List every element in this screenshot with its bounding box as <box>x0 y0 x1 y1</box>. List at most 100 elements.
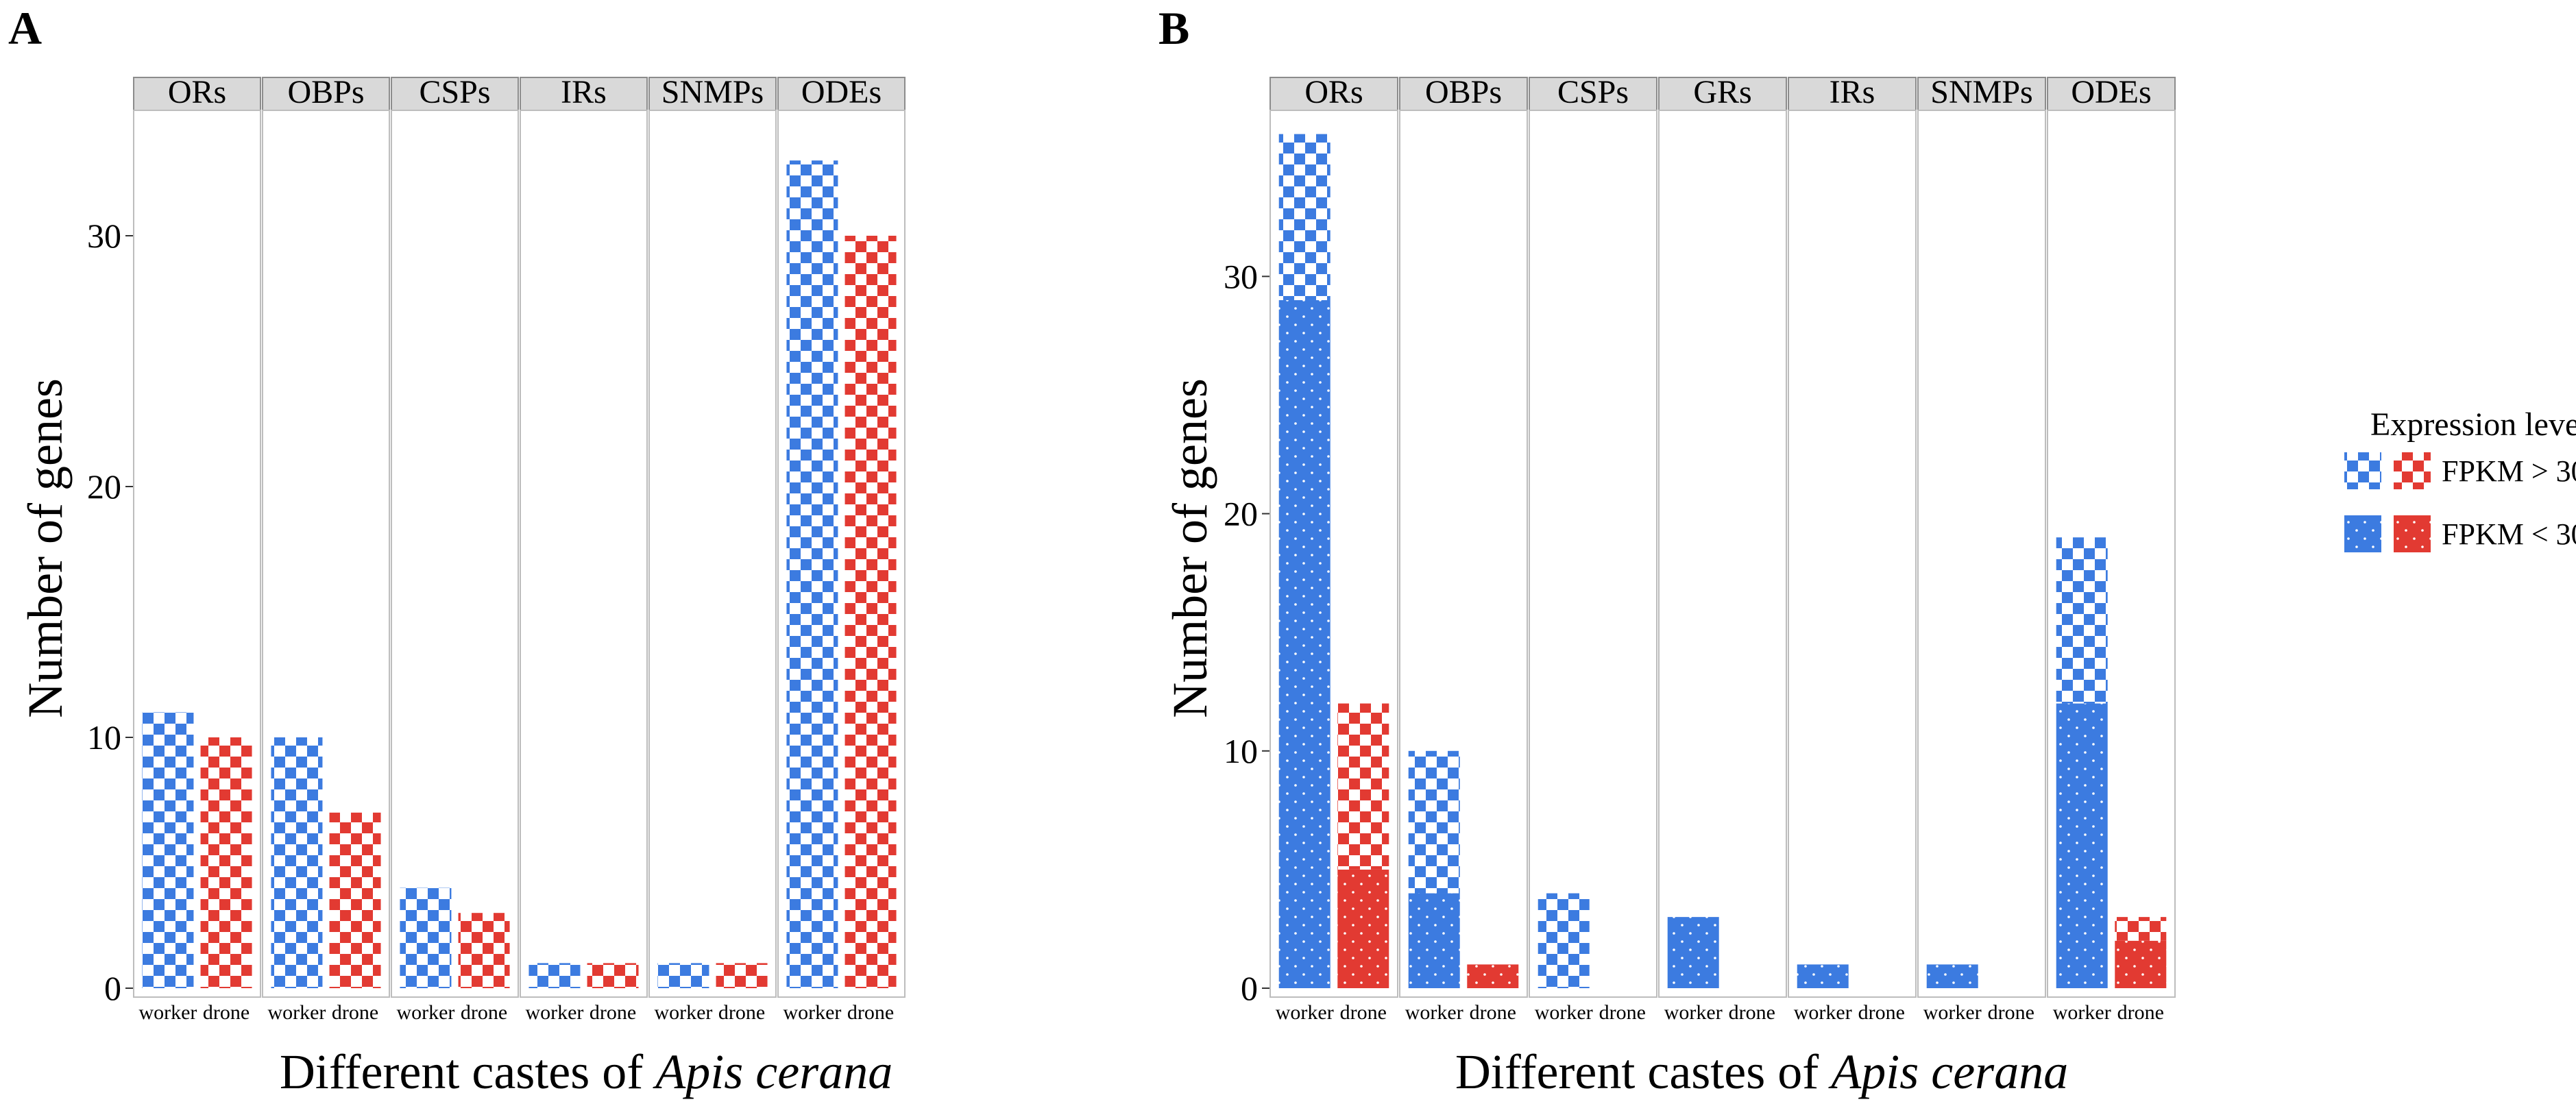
panel-a-strip-label: ODEs <box>801 74 882 110</box>
panel-a-bar-ors-worker <box>142 712 194 988</box>
panel-b-strip-label: SNMPs <box>1930 74 2032 110</box>
panel-b-category-label: worker <box>1405 1001 1463 1024</box>
panel-b-bar-irs-worker-low <box>1797 964 1849 988</box>
panel-b-category-label: worker <box>2053 1001 2111 1024</box>
panel-b-bar-ors-drone-low <box>1337 869 1389 988</box>
panel-a-strip-label: ORs <box>168 74 226 110</box>
panel-a-strip-label: OBPs <box>287 74 364 110</box>
panel-b-category-label: worker <box>1535 1001 1593 1024</box>
panel-b: B Number of genes Different castes of Ap… <box>1158 2 2176 1099</box>
panel-b-strip-label: CSPs <box>1557 74 1629 110</box>
panel-b-category-label: worker <box>1664 1001 1723 1024</box>
panel-a-bar-irs-drone <box>587 963 639 988</box>
panel-a-category-label: worker <box>783 1001 841 1024</box>
panel-b-facet-panel <box>1529 110 1657 998</box>
panel-b-strip-snmps <box>1917 77 2046 111</box>
panel-a-strip-csps <box>391 77 519 111</box>
panel-b-bar-odes-drone-low <box>2115 940 2167 988</box>
panel-b-bar-odes-worker-high <box>2056 537 2108 704</box>
panel-b-strip-csps <box>1529 77 1657 111</box>
panel-a-strip-snmps <box>648 77 777 111</box>
panel-a-xlabel: Different castes of Apis cerana <box>280 1044 892 1099</box>
panel-b-category-label: worker <box>1276 1001 1334 1024</box>
panel-a-bar-snmps-worker <box>657 963 709 988</box>
panel-b-strip-irs <box>1788 77 1917 111</box>
panel-a-ytick-label: 0 <box>104 969 121 1007</box>
panel-a-bar-obps-drone <box>329 812 381 988</box>
panel-b-plot: 0 10 20 30 ORs worker drone OBPs worker drone CSPs… <box>1224 74 2176 1024</box>
panel-b-category-label: drone <box>1599 1001 1646 1024</box>
panel-a-strip-label: CSPs <box>419 74 490 110</box>
panel-a-category-label: worker <box>138 1001 197 1024</box>
panel-a-category-label: drone <box>590 1001 636 1024</box>
panel-a-strip-odes <box>777 77 906 111</box>
legend-swatch-worker-dots <box>2344 515 2381 552</box>
panel-b-strip-label: ODEs <box>2071 74 2151 110</box>
panel-a-category-label: worker <box>525 1001 583 1024</box>
panel-b-bar-obps-drone-low <box>1467 964 1519 988</box>
panel-b-bar-snmps-worker-low <box>1926 964 1978 988</box>
panel-a-bar-irs-worker <box>528 963 581 988</box>
panel-b-bar-odes-drone-high <box>2115 917 2167 941</box>
panel-b-bar-ors-drone-high <box>1337 703 1389 870</box>
panel-a-ytick-label: 10 <box>87 718 121 757</box>
panel-a-strip-obps <box>262 77 390 111</box>
panel-a-strip-label: IRs <box>561 74 607 110</box>
panel-a-category-label: drone <box>203 1001 250 1024</box>
panel-b-letter: B <box>1158 2 1189 54</box>
legend-label-low: FPKM < 30 <box>2442 517 2576 551</box>
panel-a-bar-obps-worker <box>271 737 323 988</box>
legend-swatch-worker-checker <box>2344 452 2381 489</box>
panel-a-category-label: drone <box>332 1001 378 1024</box>
panel-a-bar-odes-worker <box>786 160 838 989</box>
panel-a-ytick-label: 20 <box>87 467 121 506</box>
panel-a-bar-csps-drone <box>458 913 510 988</box>
legend-title: Expression level <box>2370 406 2576 443</box>
panel-a-strip-label: SNMPs <box>661 74 764 110</box>
panel-b-category-label: worker <box>1923 1001 1982 1024</box>
panel-b-strip-odes <box>2047 77 2176 111</box>
panel-b-facet-panel <box>1917 110 2046 998</box>
panel-a-facet-panel <box>648 110 777 998</box>
panel-b-ytick-label: 10 <box>1224 732 1258 770</box>
panel-b-bar-ors-worker-low <box>1278 299 1330 988</box>
panel-b-ytick-label: 20 <box>1224 495 1258 533</box>
panel-b-facet-panel <box>1658 110 1787 998</box>
panel-b-strip-label: ORs <box>1304 74 1363 110</box>
panel-a-category-label: drone <box>461 1001 507 1024</box>
legend: Expression level FPKM > 30 FPKM < 30 <box>2344 406 2576 552</box>
panel-b-bar-odes-worker-low <box>2056 703 2108 988</box>
panel-b-xlabel-species: Apis cerana <box>1828 1044 2068 1099</box>
panel-b-bar-obps-worker-high <box>1408 750 1460 894</box>
panel-b-ytick-label: 0 <box>1241 969 1258 1007</box>
panel-a-category-label: worker <box>396 1001 454 1024</box>
panel-a-bar-odes-drone <box>845 236 897 988</box>
panel-b-ytick-label: 30 <box>1224 257 1258 295</box>
panel-a-category-label: drone <box>847 1001 894 1024</box>
panel-a-strip-ors <box>133 77 261 111</box>
legend-swatch-drone-dots <box>2394 515 2431 552</box>
panel-a-strip-irs <box>520 77 648 111</box>
panel-b-bar-csps-worker-high <box>1538 893 1590 988</box>
panel-b-facet-panel <box>1788 110 1917 998</box>
panel-b-category-label: drone <box>1729 1001 1775 1024</box>
panel-b-strip-ors <box>1269 77 1398 111</box>
panel-b-category-label: drone <box>2117 1001 2164 1024</box>
panel-a-facet-panel <box>520 110 648 998</box>
panel-a-letter: A <box>8 2 42 54</box>
panel-a-plot: 0 10 20 30 ORs worker drone OBPs worker drone CSPs… <box>87 74 906 1024</box>
panel-a-facet-panel <box>391 110 519 998</box>
panel-a-bar-snmps-drone <box>716 963 768 988</box>
panel-b-strip-label: OBPs <box>1425 74 1502 110</box>
panel-b-category-label: drone <box>1470 1001 1516 1024</box>
panel-b-strip-grs <box>1658 77 1787 111</box>
panel-b-category-label: drone <box>1858 1001 1905 1024</box>
panel-b-category-label: worker <box>1794 1001 1852 1024</box>
panel-a-bar-csps-worker <box>400 887 452 988</box>
panel-b-bar-obps-worker-low <box>1408 893 1460 988</box>
panel-a-ylabel: Number of genes <box>18 378 73 718</box>
legend-label-high: FPKM > 30 <box>2442 454 2576 488</box>
panel-b-category-label: drone <box>1340 1001 1387 1024</box>
panel-a-xlabel-text: Different castes of <box>280 1044 655 1099</box>
panel-a-category-label: worker <box>654 1001 712 1024</box>
